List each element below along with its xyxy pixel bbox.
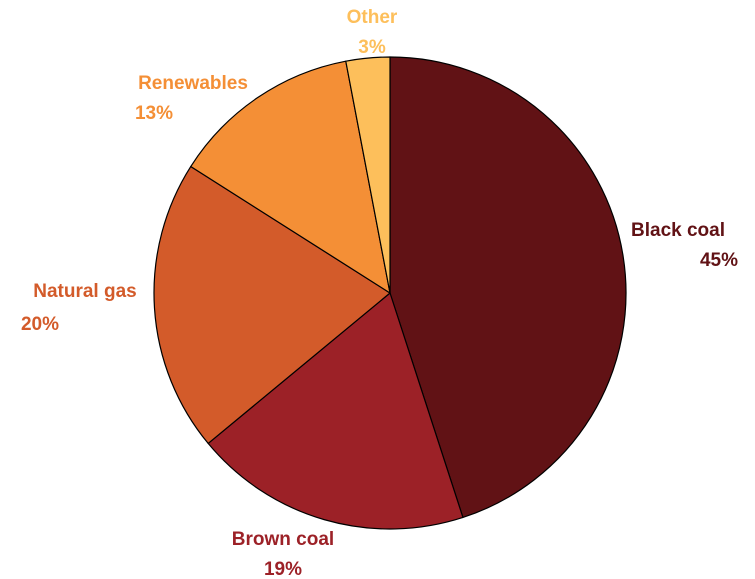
pie-slice-renewables (190, 60, 391, 294)
pie-labels: Black coal 45% Brown coal 19% Natural gas 20%… (21, 7, 738, 579)
slice-value-label: 19% (264, 559, 302, 579)
pie-slice-black-coal (389, 56, 627, 519)
slice-value-label: 3% (358, 37, 386, 58)
slice-value-label: 20% (21, 314, 59, 335)
slice-name-label: Black coal (631, 220, 725, 241)
pie-slice-brown-coal (207, 292, 464, 530)
slice-value-label: 13% (135, 103, 173, 124)
pie-slice-natural-gas (153, 165, 391, 445)
slice-name-label: Other (347, 7, 398, 28)
slice-name-label: Renewables (138, 73, 248, 94)
slice-value-label: 45% (700, 250, 738, 271)
pie-slice-other (345, 56, 391, 294)
slice-name-label: Brown coal (232, 529, 334, 550)
pie-slices (153, 56, 627, 530)
slice-name-label: Natural gas (33, 281, 136, 302)
